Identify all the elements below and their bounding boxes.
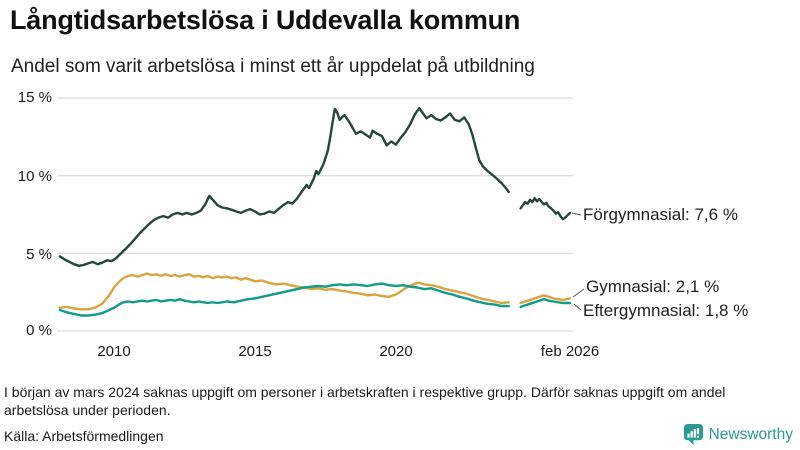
y-axis-tick-10: 10 % [17,168,52,185]
label-connector [573,303,582,311]
y-axis-tick-0: 0 % [26,322,52,339]
y-axis-tick-5: 5 % [26,246,52,263]
y-axis-tick-15: 15 % [17,89,52,106]
source-attribution: Källa: Arbetsförmedlingen [4,428,164,444]
series-label-forgymnasial: Förgymnasial: 7,6 % [583,205,738,224]
label-connector [571,212,582,216]
chart-subtitle: Andel som varit arbetslösa i minst ett å… [11,56,535,77]
series-line-gymnasial [58,272,510,311]
chart-footnote: I början av mars 2024 saknas uppgift om … [4,384,726,418]
x-axis-tick-2010: 2010 [97,343,131,360]
newsworthy-wordmark: Newsworthy [708,425,793,443]
x-axis-tick-feb-2026: feb 2026 [540,343,600,360]
x-axis-tick-2020: 2020 [379,343,413,360]
series-line-förgymnasial [58,106,510,267]
label-connector [572,288,585,298]
series-line-gymnasial [519,294,572,305]
x-axis-tick-2015: 2015 [238,343,272,360]
newsworthy-brand: Newsworthy [683,423,793,446]
series-line-eftergymnasial [519,298,572,309]
series-line-eftergymnasial [58,282,510,317]
page-title: Långtidsarbetslösa i Uddevalla kommun [10,5,521,35]
series-line-förgymnasial [519,196,572,221]
series-label-gymnasial: Gymnasial: 2,1 % [586,277,720,296]
newsworthy-logo-icon [683,423,704,446]
series-label-eftergymnasial: Eftergymnasial: 1,8 % [583,301,749,320]
